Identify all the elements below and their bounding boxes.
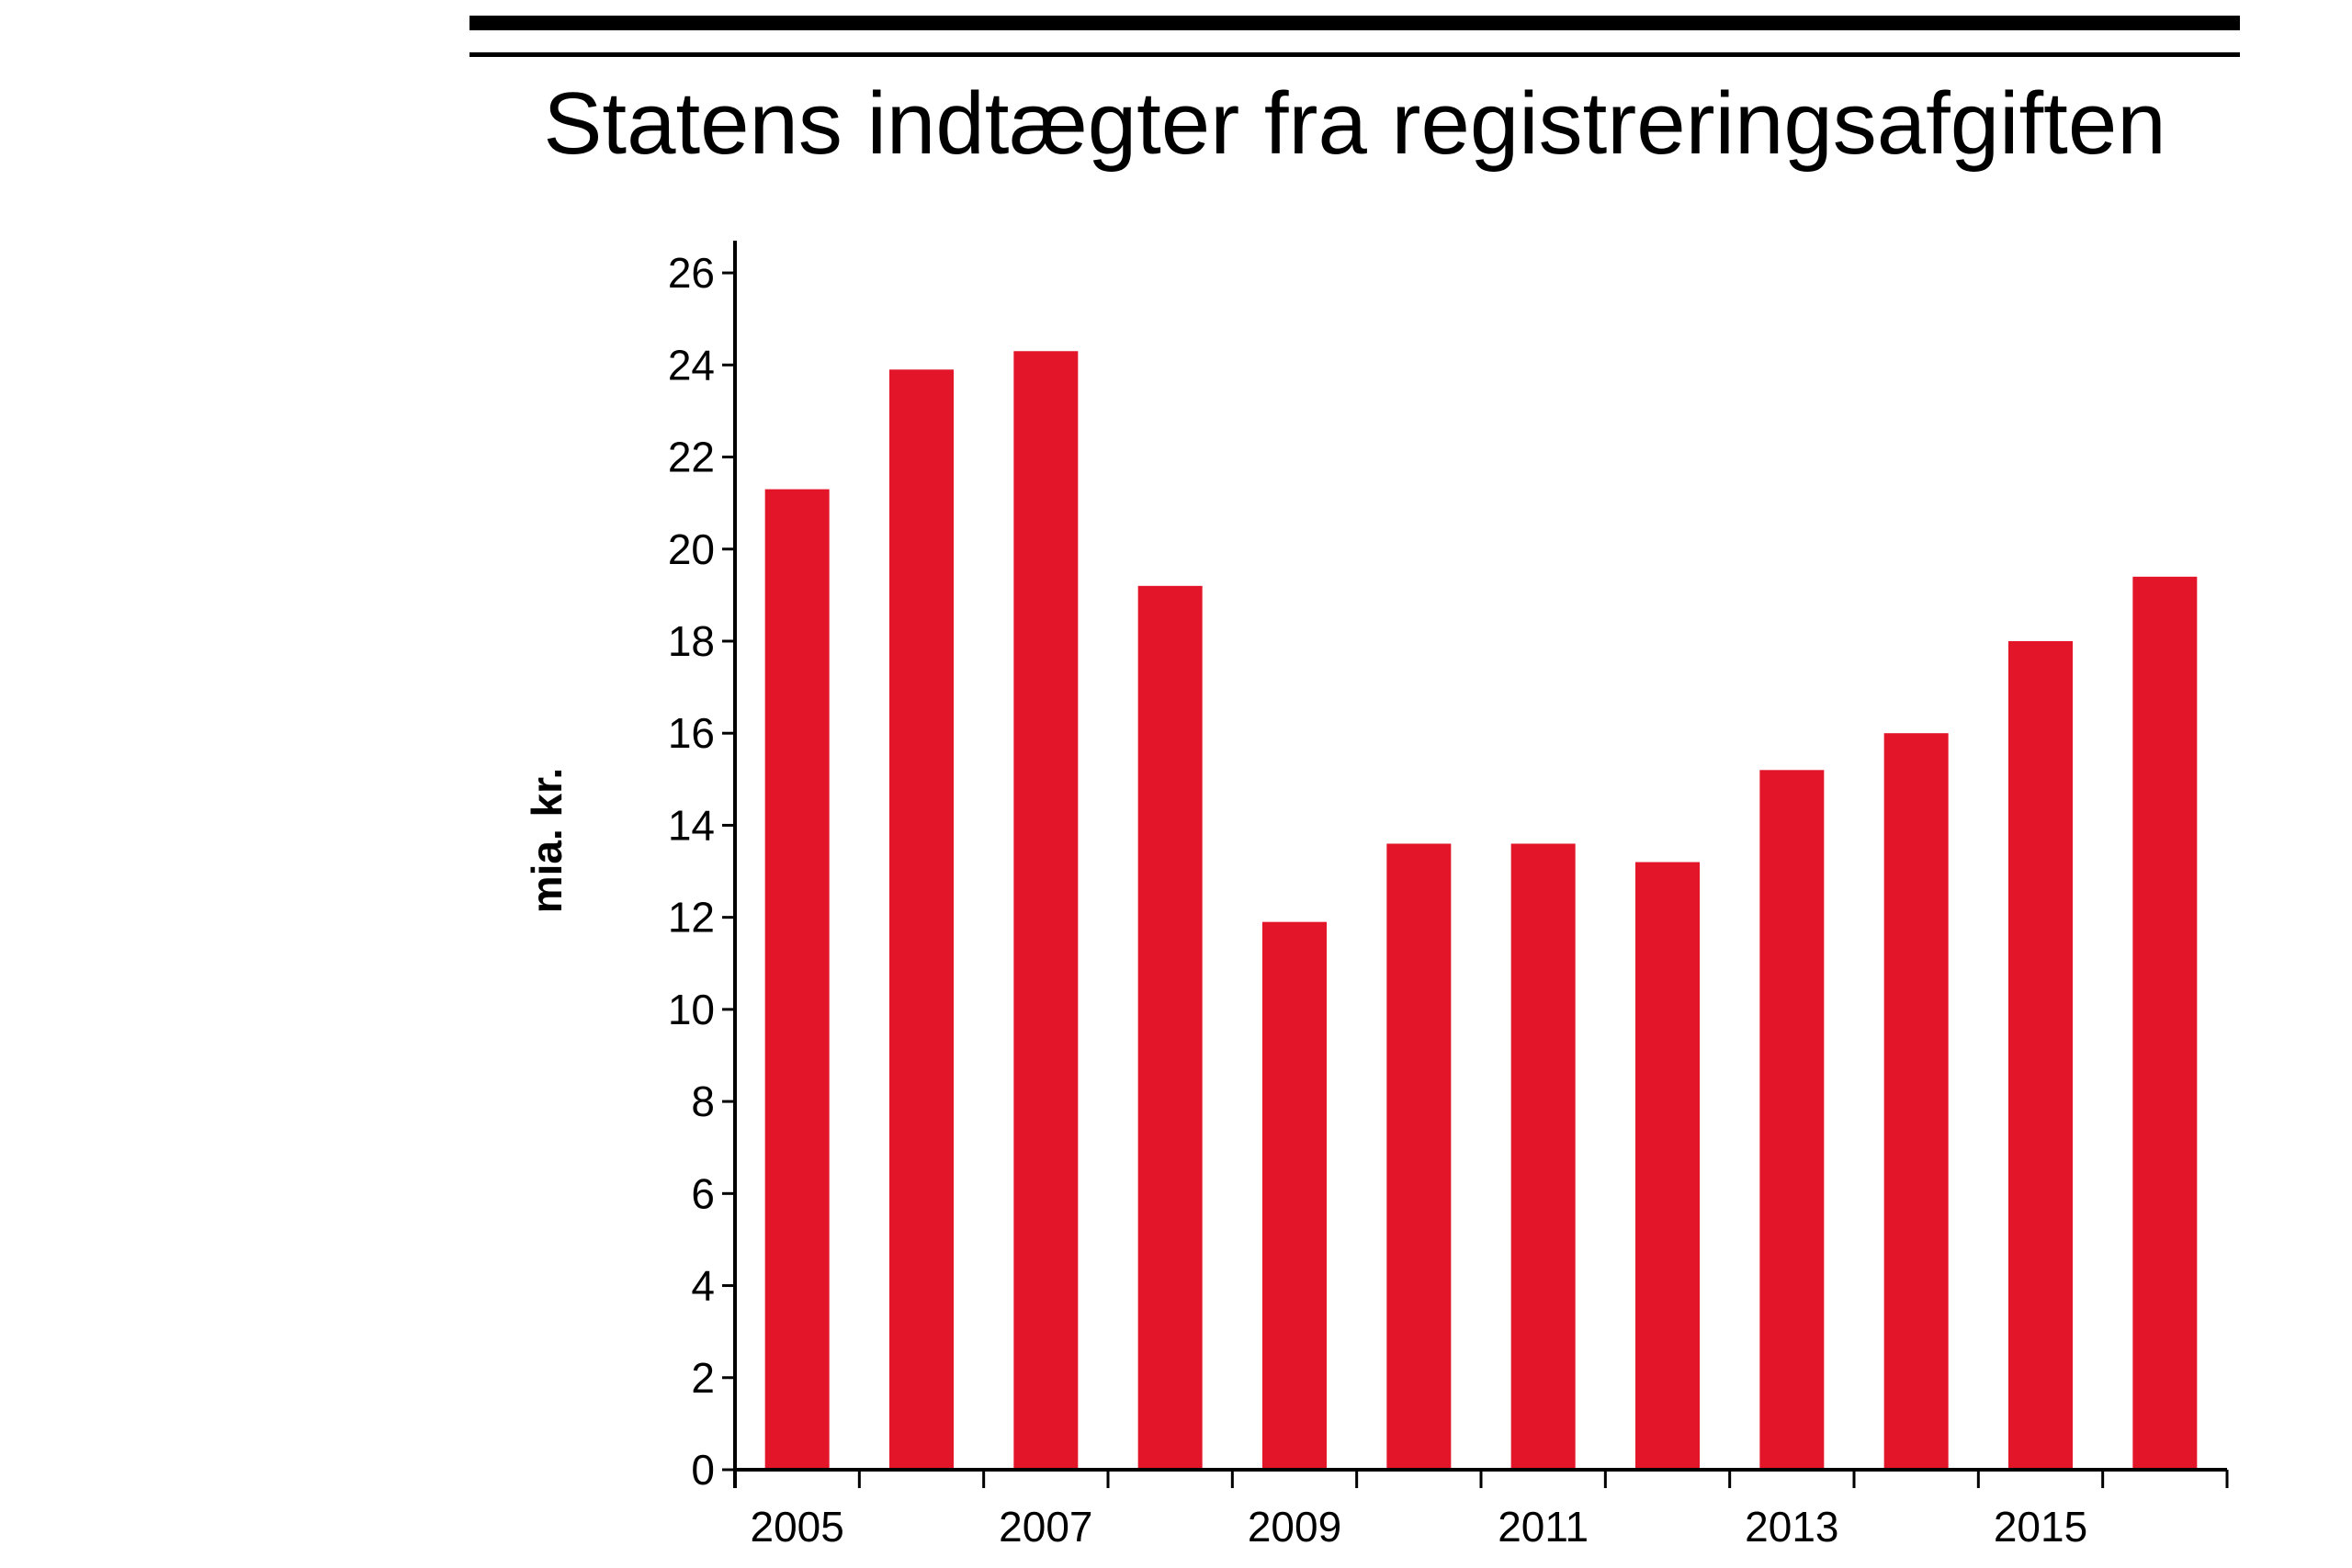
chart-title: Statens indtægter fra registreringsafgif… [543,74,2166,173]
x-tick-label: 2015 [1994,1503,2087,1551]
bar [2008,640,2073,1470]
y-tick-label: 0 [691,1446,715,1494]
header-rule-thick [469,16,2240,30]
bar [1262,921,1327,1470]
y-tick-label: 24 [668,341,715,389]
bar [1510,843,1576,1470]
x-tick-label: 2005 [750,1503,843,1551]
y-tick-label: 20 [668,525,715,573]
y-tick-label: 10 [668,986,715,1033]
header-rule-thin [469,52,2240,57]
y-tick-label: 6 [691,1169,715,1217]
bar [1635,862,1700,1470]
bar [889,369,954,1471]
bar [1013,351,1079,1470]
x-tick-label: 2009 [1248,1503,1341,1551]
bar [1759,770,1825,1470]
y-tick-label: 26 [668,249,715,297]
y-tick-label: 12 [668,894,715,942]
y-tick-label: 16 [668,709,715,757]
y-tick-label: 4 [691,1262,715,1310]
x-tick-label: 2011 [1498,1503,1589,1551]
y-tick-label: 2 [691,1354,715,1402]
y-tick-label: 8 [691,1077,715,1125]
x-tick-label: 2007 [999,1503,1092,1551]
bar [764,489,830,1471]
y-tick-label: 22 [668,434,715,481]
bar [2132,576,2198,1470]
x-tick-label: 2013 [1745,1503,1838,1551]
y-tick-label: 18 [668,617,715,665]
bar [1137,585,1203,1470]
bar [1883,733,1949,1470]
bar [1386,843,1452,1470]
y-tick-label: 14 [668,801,715,849]
